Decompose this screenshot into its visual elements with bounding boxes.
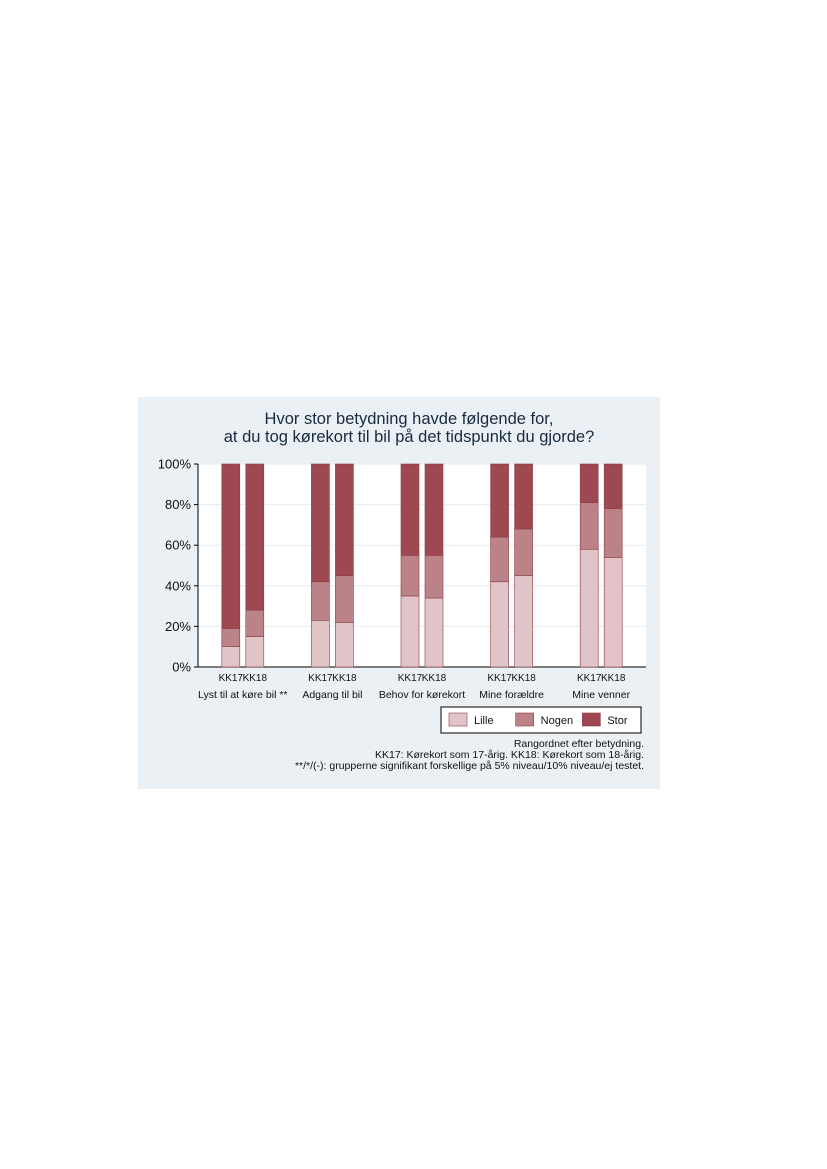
bar-lille-kk17	[490, 581, 509, 668]
group-label: Mine venner	[572, 689, 630, 701]
chart-figure: Hvor stor betydning havde følgende for, …	[138, 397, 660, 789]
bar-label: KK17	[219, 673, 244, 684]
y-tick-label: 60%	[165, 538, 191, 553]
y-tick-label: 80%	[165, 497, 191, 512]
bar-nogen-kk17	[311, 581, 330, 621]
bar-lille-kk18	[514, 575, 533, 668]
legend-label-nogen: Nogen	[541, 715, 573, 727]
y-tick-label: 0%	[172, 660, 191, 675]
bar-lille-kk18	[245, 636, 265, 668]
chart-title-line-1: Hvor stor betydning havde følgende for,	[264, 410, 554, 428]
legend-swatch-stor	[582, 712, 601, 727]
bar-stor-kk18	[335, 463, 354, 576]
bar-lille-kk17	[311, 620, 330, 668]
bar-stor-kk18	[514, 463, 533, 530]
bar-stor-kk17	[490, 463, 509, 538]
bar-stor-kk17	[400, 463, 420, 556]
bar-nogen-kk18	[245, 609, 265, 637]
bar-stor-kk18	[603, 463, 623, 509]
bar-nogen-kk17	[400, 555, 420, 597]
y-tick-label: 100%	[158, 457, 192, 472]
note-significance: **/*/(-): grupperne signifikant forskell…	[294, 760, 644, 772]
bar-stor-kk17	[311, 463, 330, 583]
bar-label: KK18	[511, 673, 536, 684]
bar-lille-kk18	[424, 597, 444, 668]
bar-label: KK18	[243, 673, 268, 684]
bar-nogen-kk17	[579, 502, 599, 550]
legend-label-stor: Stor	[607, 715, 628, 727]
legend-box	[440, 706, 642, 734]
legend-swatch-nogen	[515, 712, 534, 727]
bar-nogen-kk17	[221, 628, 241, 647]
note-ranking: Rangordnet efter betydning.	[513, 738, 644, 750]
bar-nogen-kk18	[335, 575, 354, 623]
bar-nogen-kk18	[514, 528, 533, 576]
bar-nogen-kk18	[424, 555, 444, 599]
bar-label: KK18	[422, 673, 447, 684]
chart-title-line-2: at du tog kørekort til bil på det tidspu…	[223, 428, 595, 446]
group-label: Mine forældre	[479, 689, 544, 701]
y-tick-label: 20%	[165, 619, 191, 634]
bar-lille-kk18	[335, 622, 354, 668]
bar-label: KK17	[308, 673, 333, 684]
bar-lille-kk18	[603, 557, 623, 668]
bar-stor-kk17	[221, 463, 241, 629]
group-label: Lyst til at køre bil **	[198, 689, 287, 701]
group-label: Adgang til bil	[302, 689, 362, 701]
bar-lille-kk17	[221, 646, 241, 668]
legend: Lille Nogen Stor	[440, 706, 642, 734]
bar-label: KK18	[601, 673, 626, 684]
bar-stor-kk18	[424, 463, 444, 556]
bar-nogen-kk17	[490, 536, 509, 583]
bar-label: KK17	[577, 673, 602, 684]
bar-stor-kk18	[245, 463, 265, 611]
bar-label: KK18	[332, 673, 357, 684]
bar-stor-kk17	[579, 463, 599, 503]
legend-label-lille: Lille	[474, 715, 494, 727]
group-label: Behov for kørekort	[379, 689, 465, 701]
note-kk-definition: KK17: Kørekort som 17-årig. KK18: Køreko…	[374, 749, 644, 761]
bar-lille-kk17	[579, 548, 599, 668]
bar-label: KK17	[398, 673, 423, 684]
plot-background	[198, 464, 646, 667]
bar-label: KK17	[487, 673, 512, 684]
bar-nogen-kk18	[603, 508, 623, 558]
y-tick-label: 40%	[165, 578, 191, 593]
legend-swatch-lille	[448, 712, 468, 727]
bar-lille-kk17	[400, 595, 420, 668]
